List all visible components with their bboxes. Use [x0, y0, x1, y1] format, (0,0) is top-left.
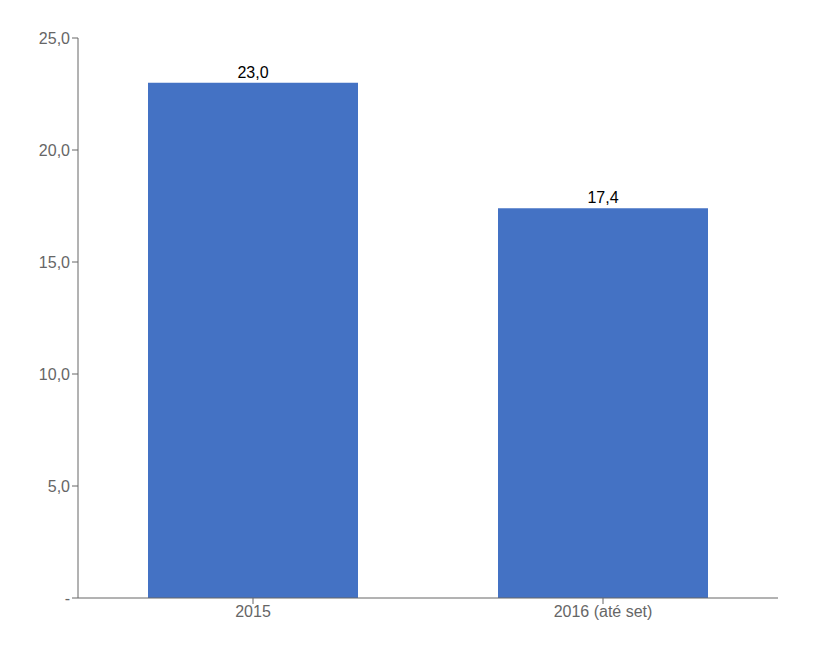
- svg-text:5,0: 5,0: [48, 478, 70, 495]
- svg-text:23,0: 23,0: [237, 64, 268, 81]
- svg-text:25,0: 25,0: [39, 30, 70, 47]
- svg-text:2016 (até set): 2016 (até set): [554, 603, 653, 620]
- svg-text:-: -: [65, 590, 70, 607]
- svg-text:10,0: 10,0: [39, 366, 70, 383]
- svg-text:15,0: 15,0: [39, 254, 70, 271]
- svg-text:2015: 2015: [235, 603, 271, 620]
- svg-text:17,4: 17,4: [587, 189, 618, 206]
- svg-text:20,0: 20,0: [39, 142, 70, 159]
